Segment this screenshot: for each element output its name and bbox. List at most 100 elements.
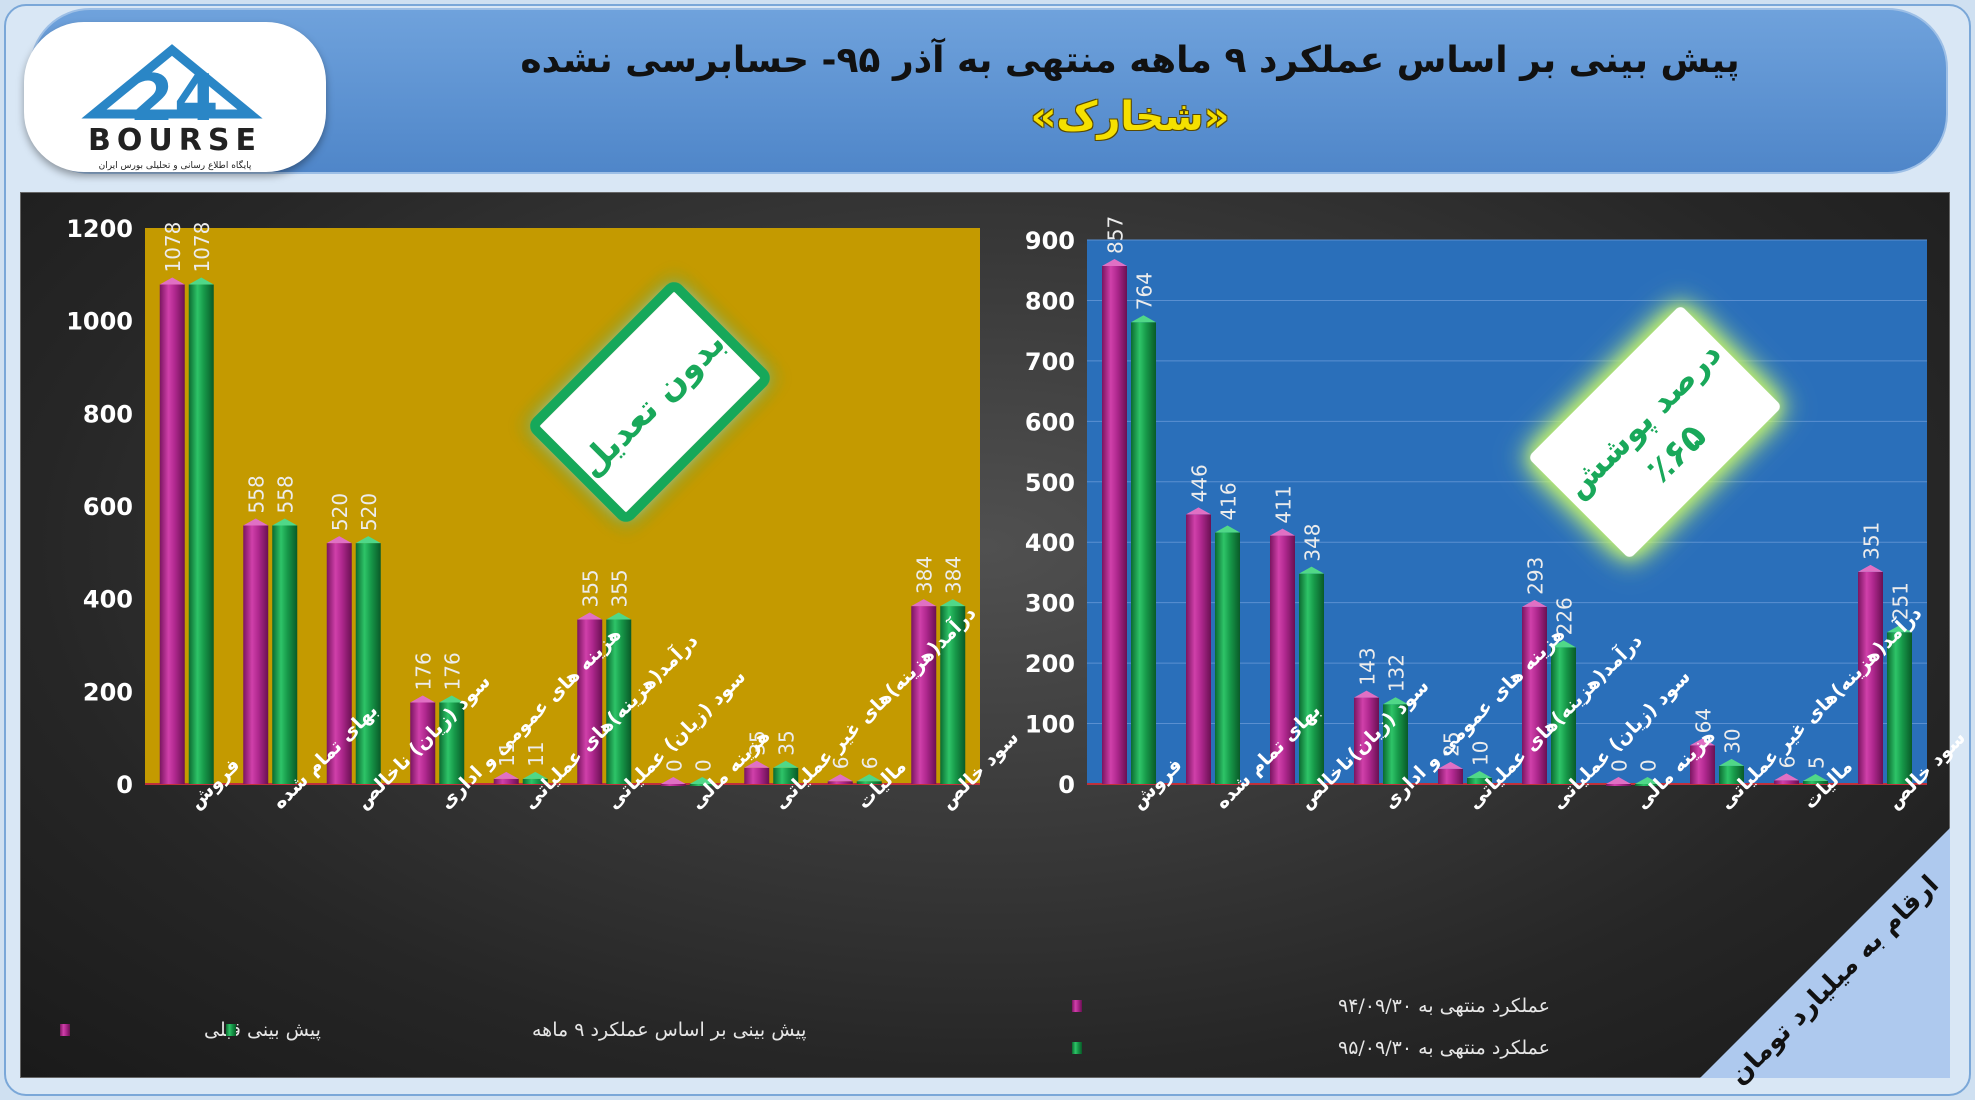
bar	[522, 778, 548, 784]
data-label: 25	[1440, 731, 1464, 756]
y-tick-label: 800	[83, 400, 133, 428]
bar	[1606, 784, 1631, 786]
logo-number: 24	[129, 62, 218, 136]
right-plot-area	[1087, 240, 1927, 784]
bar	[1383, 704, 1408, 784]
bar	[744, 767, 770, 784]
bar	[1102, 265, 1127, 785]
bar	[493, 778, 519, 784]
y-tick-label: 400	[83, 586, 133, 614]
bar	[159, 284, 185, 784]
y-tick-label: 0	[1058, 771, 1075, 799]
data-label: 520	[328, 493, 352, 531]
bar	[827, 781, 853, 784]
bar	[606, 619, 632, 784]
logo-text: BOURSE	[88, 123, 262, 158]
bar-top	[911, 599, 937, 607]
data-label: 293	[1524, 557, 1548, 595]
bar-top	[326, 536, 352, 544]
bar-top	[355, 536, 381, 544]
data-label: 384	[942, 556, 966, 594]
bar-top	[1803, 773, 1828, 781]
bar-top	[493, 771, 519, 779]
bar	[773, 767, 799, 784]
bar-top	[243, 518, 269, 526]
bar-top	[856, 774, 882, 782]
no-adjustment-badge: بدون تعدیل	[530, 282, 770, 522]
bar-top	[1719, 758, 1744, 766]
bar-top	[577, 612, 603, 620]
data-label: 6	[858, 756, 882, 769]
bar-top	[660, 777, 686, 784]
data-label: 1078	[190, 222, 214, 273]
bar	[1803, 780, 1828, 784]
data-label: 251	[1889, 582, 1913, 620]
bar-top	[439, 695, 465, 703]
data-label: 10	[1469, 741, 1493, 766]
data-label: 132	[1385, 654, 1409, 692]
data-label: 416	[1217, 482, 1241, 520]
data-label: 1078	[161, 222, 185, 273]
y-tick-label: 500	[1025, 469, 1075, 497]
data-label: 176	[412, 652, 436, 690]
bar-top	[1887, 625, 1912, 633]
data-label: 35	[775, 730, 799, 755]
logo-caption: پایگاه اطلاع رسانی و تحلیلی بورس ایران	[99, 159, 252, 171]
data-label: 351	[1860, 522, 1884, 560]
bar	[1522, 606, 1547, 784]
bar-top	[1774, 773, 1799, 781]
data-label: 6	[1776, 756, 1800, 769]
y-tick-label: 700	[1025, 348, 1075, 376]
bar	[439, 702, 465, 784]
header-banner	[30, 8, 1948, 174]
data-label: 6	[829, 756, 853, 769]
bar-top	[1467, 770, 1492, 778]
data-label: 764	[1133, 272, 1157, 310]
bar	[326, 543, 352, 784]
data-label: 355	[579, 569, 603, 607]
y-tick-label: 900	[1025, 227, 1075, 255]
bar	[410, 702, 436, 784]
bar-top	[1690, 738, 1715, 746]
bar	[1354, 697, 1379, 784]
bar-top	[1858, 564, 1883, 572]
legend-item-1394: عملکرد منتهی به ۹۴/۰۹/۳۰	[1072, 995, 1550, 1017]
page-title: پیش بینی بر اساس عملکرد ۹ ماهه منتهی به …	[520, 40, 1740, 81]
bar	[1719, 765, 1744, 784]
bar-top	[1270, 528, 1295, 536]
data-label: 143	[1356, 647, 1380, 685]
bar	[243, 525, 269, 784]
left-bars: 1078 1078 558 558 520 520 176 176 11 11 355 355 0 0 35…	[159, 222, 966, 786]
y-tick-label: 600	[83, 493, 133, 521]
bar	[355, 543, 381, 784]
data-label: 384	[913, 556, 937, 594]
data-label: 558	[245, 475, 269, 513]
data-label: 11	[495, 741, 519, 766]
data-label: 0	[1637, 759, 1661, 772]
y-tick-label: 200	[1025, 650, 1075, 678]
bar-top	[1131, 315, 1156, 323]
bar	[1186, 514, 1211, 784]
logo: 24 BOURSE پایگاه اطلاع رسانی و تحلیلی بو…	[24, 22, 326, 172]
y-tick-label: 800	[1025, 287, 1075, 315]
y-tick-label: 400	[1025, 529, 1075, 557]
bar-top	[1215, 525, 1240, 533]
bar-top	[1354, 690, 1379, 698]
data-label: 446	[1188, 464, 1212, 502]
bar	[660, 784, 686, 786]
bar-top	[744, 760, 770, 768]
bar-top	[272, 518, 298, 526]
bar-top	[827, 774, 853, 782]
legend-1394-label: عملکرد منتهی به ۹۴/۰۹/۳۰	[1338, 995, 1550, 1017]
data-label: 355	[608, 569, 632, 607]
bar	[856, 781, 882, 784]
bar-top	[940, 599, 966, 607]
bar-top	[1522, 599, 1547, 607]
bar	[1635, 784, 1660, 786]
y-tick-label: 1000	[66, 308, 133, 336]
legend-item-nine-month: پیش بینی بر اساس عملکرد ۹ ماهه	[226, 1019, 806, 1041]
left-legend: پیش بینی قبلی پیش بینی بر اساس عملکرد ۹ …	[60, 1019, 806, 1041]
data-label: 348	[1301, 523, 1325, 561]
bar-top	[689, 777, 715, 784]
